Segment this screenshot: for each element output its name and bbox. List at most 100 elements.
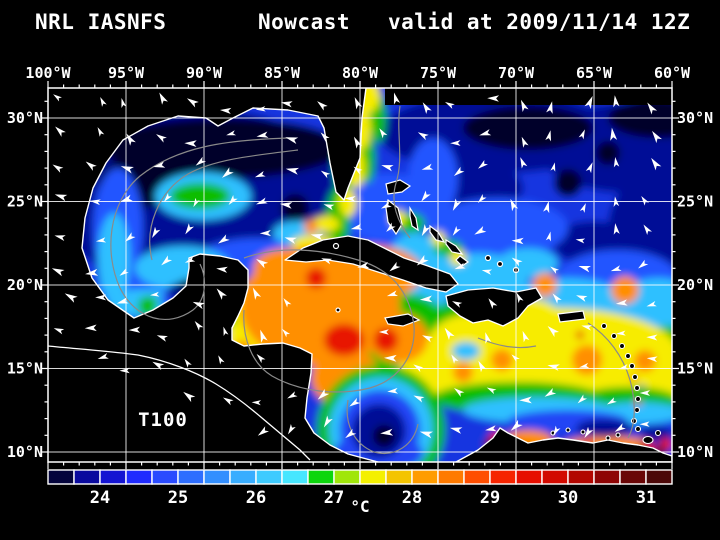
current-vector-arrow [520, 157, 528, 169]
colorbar-cell [177, 469, 205, 485]
lat-label-right: 10°N [677, 443, 713, 461]
current-vector-arrow [119, 268, 129, 276]
current-vector-arrow [639, 421, 650, 427]
current-vector-arrow [53, 328, 65, 335]
current-vector-arrow [259, 229, 272, 237]
current-vector-arrow [97, 127, 105, 137]
current-vector-arrow [120, 194, 133, 202]
current-vector-arrow [51, 268, 65, 277]
current-vector-arrow [345, 428, 357, 439]
map-frame [47, 87, 673, 463]
current-vector-arrow [486, 387, 497, 395]
current-vector-arrow [218, 355, 225, 365]
lon-label: 85°W [264, 64, 301, 82]
colorbar-cell [515, 469, 543, 485]
current-vector-arrow [641, 195, 650, 206]
current-vector-arrow [578, 129, 585, 140]
current-vector-arrow [216, 266, 228, 273]
current-vector-arrow [520, 99, 529, 112]
current-vector-arrow [285, 167, 300, 175]
current-vector-arrow [89, 199, 101, 206]
no-data-strip [385, 88, 672, 105]
lat-label-left: 30°N [7, 109, 43, 127]
current-vector-arrow [100, 97, 107, 107]
current-vector-arrow [282, 328, 291, 338]
current-vector-arrow [613, 95, 620, 108]
colorbar-cell [151, 469, 179, 485]
bahamas-banks [332, 179, 520, 313]
current-vector-arrow [255, 106, 266, 112]
current-vector-arrow [152, 226, 161, 239]
lon-label: 90°W [186, 64, 223, 82]
current-vector-arrow [279, 202, 293, 209]
colorbar-cell [307, 469, 335, 485]
current-vector-arrow [522, 330, 530, 343]
grid-lines [48, 88, 672, 462]
colorbar-tick-label: 26 [246, 488, 266, 508]
current-vector-arrow [221, 167, 234, 178]
colorbar-unit-label: °C [350, 497, 369, 516]
colorbar-tick-label: 27 [324, 488, 344, 508]
lat-label-right: 20°N [677, 276, 713, 294]
current-vector-arrow [150, 291, 160, 297]
current-vector-arrow [545, 130, 552, 142]
depth-annotation: T100 [138, 409, 188, 431]
colorbar-cell [541, 469, 569, 485]
title-model: NRL IASNFS [35, 10, 167, 34]
current-vector-arrow [323, 415, 333, 428]
current-vector-arrow [223, 326, 229, 337]
current-vector-arrow [386, 290, 398, 297]
current-vector-arrow [585, 162, 593, 174]
current-vector-arrow [416, 255, 429, 266]
title-valid: valid at 2009/11/14 12Z [388, 10, 691, 34]
current-vector-arrow [381, 165, 394, 172]
current-vector-arrow [413, 395, 425, 403]
current-vector-arrow [323, 204, 335, 211]
colorbar-tick-label: 31 [636, 488, 656, 508]
current-vector-arrow [186, 98, 199, 108]
current-vector-arrow [647, 102, 658, 115]
colorbar-cell [593, 469, 621, 485]
current-vector-arrow [511, 354, 520, 363]
current-vector-arrow [550, 266, 560, 274]
current-vector-arrow [417, 132, 429, 141]
current-vector-arrow [320, 170, 331, 179]
current-vector-arrow [421, 224, 431, 237]
current-vector-arrow [485, 425, 497, 432]
current-vector-arrow [613, 157, 620, 168]
land-cuba [284, 235, 459, 293]
colorbar-tick-label: 30 [558, 488, 578, 508]
current-vector-arrow [545, 231, 551, 242]
colorbar-cell [255, 469, 283, 485]
current-vector-arrow [581, 325, 593, 331]
current-vector-arrow [419, 431, 434, 439]
current-vector-arrow [128, 326, 141, 333]
title-product: Nowcast [258, 10, 351, 34]
current-vector-arrow [419, 295, 433, 303]
current-vector-arrow [521, 136, 529, 148]
current-vector-arrow [378, 329, 389, 335]
current-vector-arrow [256, 353, 266, 364]
current-vector-arrow [386, 222, 396, 232]
current-vector-arrow [451, 354, 459, 364]
current-vector-arrow [156, 134, 167, 143]
current-vector-arrow [156, 335, 168, 342]
colorbar-cell [333, 469, 361, 485]
lat-label-right: 15°N [677, 360, 713, 378]
current-vector-arrow [393, 92, 401, 105]
isotherm-contours [110, 105, 635, 454]
current-vector-arrow [185, 223, 195, 235]
current-vector-arrow [646, 301, 657, 307]
current-vector-arrow [449, 427, 463, 434]
current-vector-arrow [217, 234, 230, 244]
current-vector-arrow [353, 136, 363, 149]
current-vector-arrow [454, 262, 466, 270]
current-vector-arrow [251, 400, 262, 406]
current-vector-arrow [651, 157, 662, 171]
current-vector-arrow [153, 161, 166, 168]
lon-label: 100°W [25, 64, 71, 82]
current-vector-arrow [481, 269, 493, 275]
current-vector-arrow [613, 223, 620, 235]
current-vector-arrow [584, 426, 594, 439]
